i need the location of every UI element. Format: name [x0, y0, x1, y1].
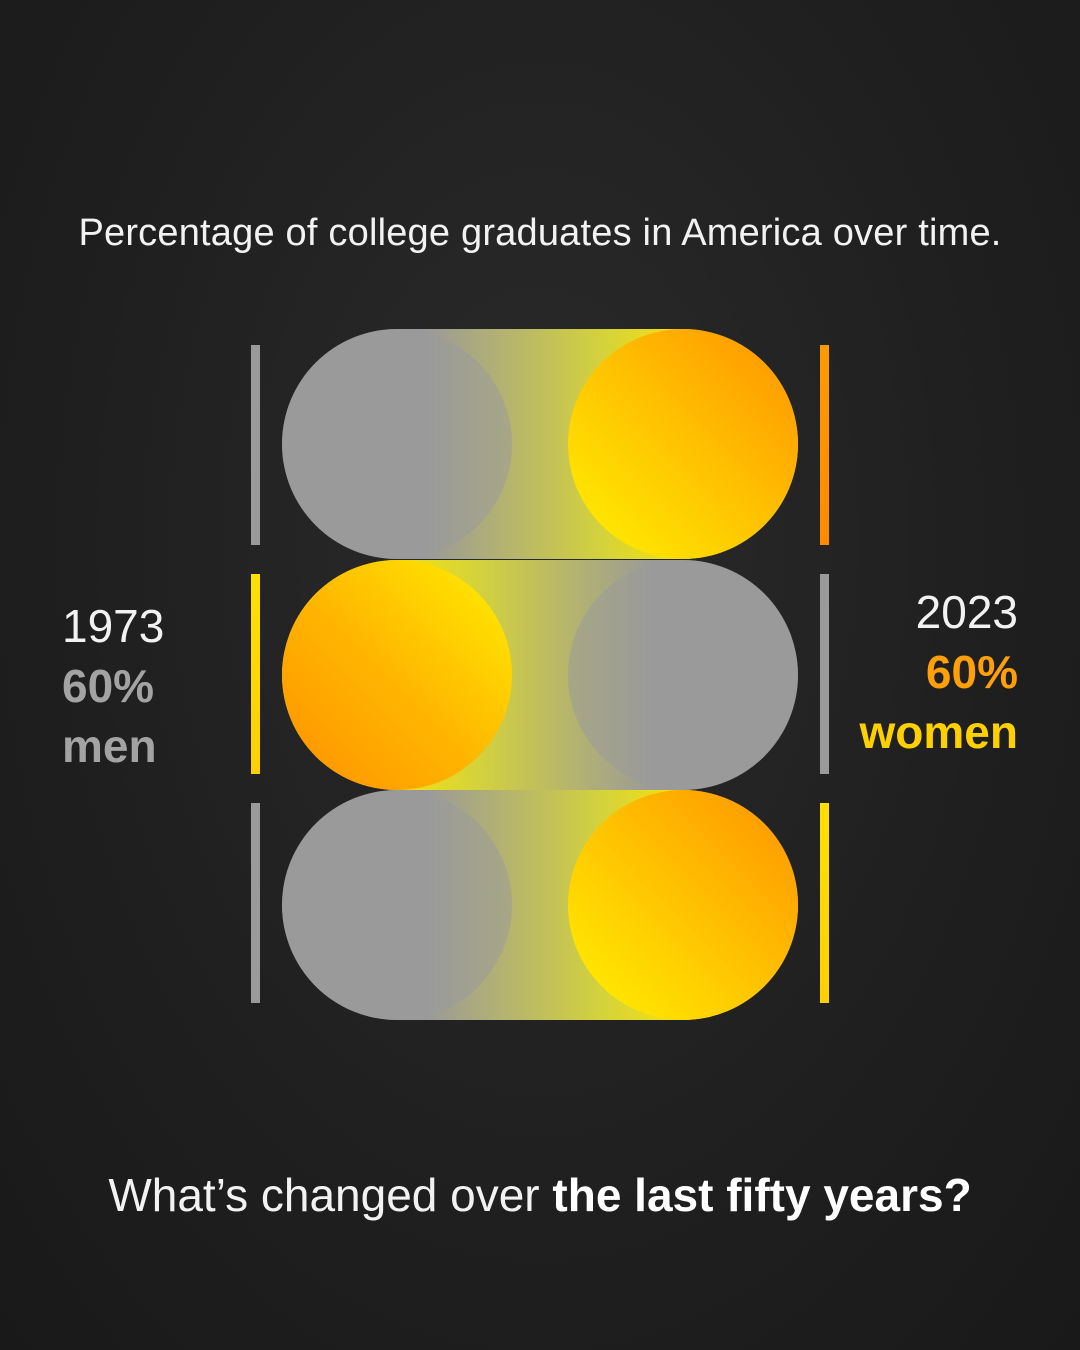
- toggle-3: [282, 790, 798, 1020]
- toggle-2-right-cap: [568, 560, 798, 790]
- right-bar-1: [820, 345, 829, 545]
- right-percent: 60%: [925, 646, 1018, 698]
- right-group: women: [859, 706, 1018, 758]
- toggle-3-knob: [568, 790, 798, 1020]
- left-bar-1: [251, 345, 260, 545]
- right-bar-2: [820, 574, 829, 774]
- left-group: men: [62, 720, 157, 772]
- toggle-1: [282, 329, 798, 559]
- right-label: 2023 60% women: [860, 582, 1018, 762]
- question-text: What’s changed over the last fifty years…: [0, 1168, 1080, 1222]
- question-emphasis: the last fifty years?: [552, 1169, 972, 1221]
- left-label: 1973 60% men: [62, 596, 164, 776]
- left-bar-2: [251, 574, 260, 774]
- right-year: 2023: [915, 586, 1018, 638]
- toggle-2-knob: [282, 560, 512, 790]
- left-percent: 60%: [62, 660, 155, 712]
- right-bar-3: [820, 803, 829, 1003]
- toggle-2: [282, 560, 798, 790]
- toggle-3-left-cap: [282, 790, 512, 1020]
- toggle-1-left-cap: [282, 329, 512, 559]
- question-prefix: What’s changed over: [108, 1169, 553, 1221]
- left-bar-3: [251, 803, 260, 1003]
- toggle-1-knob: [568, 329, 798, 559]
- left-year: 1973: [62, 600, 165, 652]
- chart-title: Percentage of college graduates in Ameri…: [78, 212, 1002, 254]
